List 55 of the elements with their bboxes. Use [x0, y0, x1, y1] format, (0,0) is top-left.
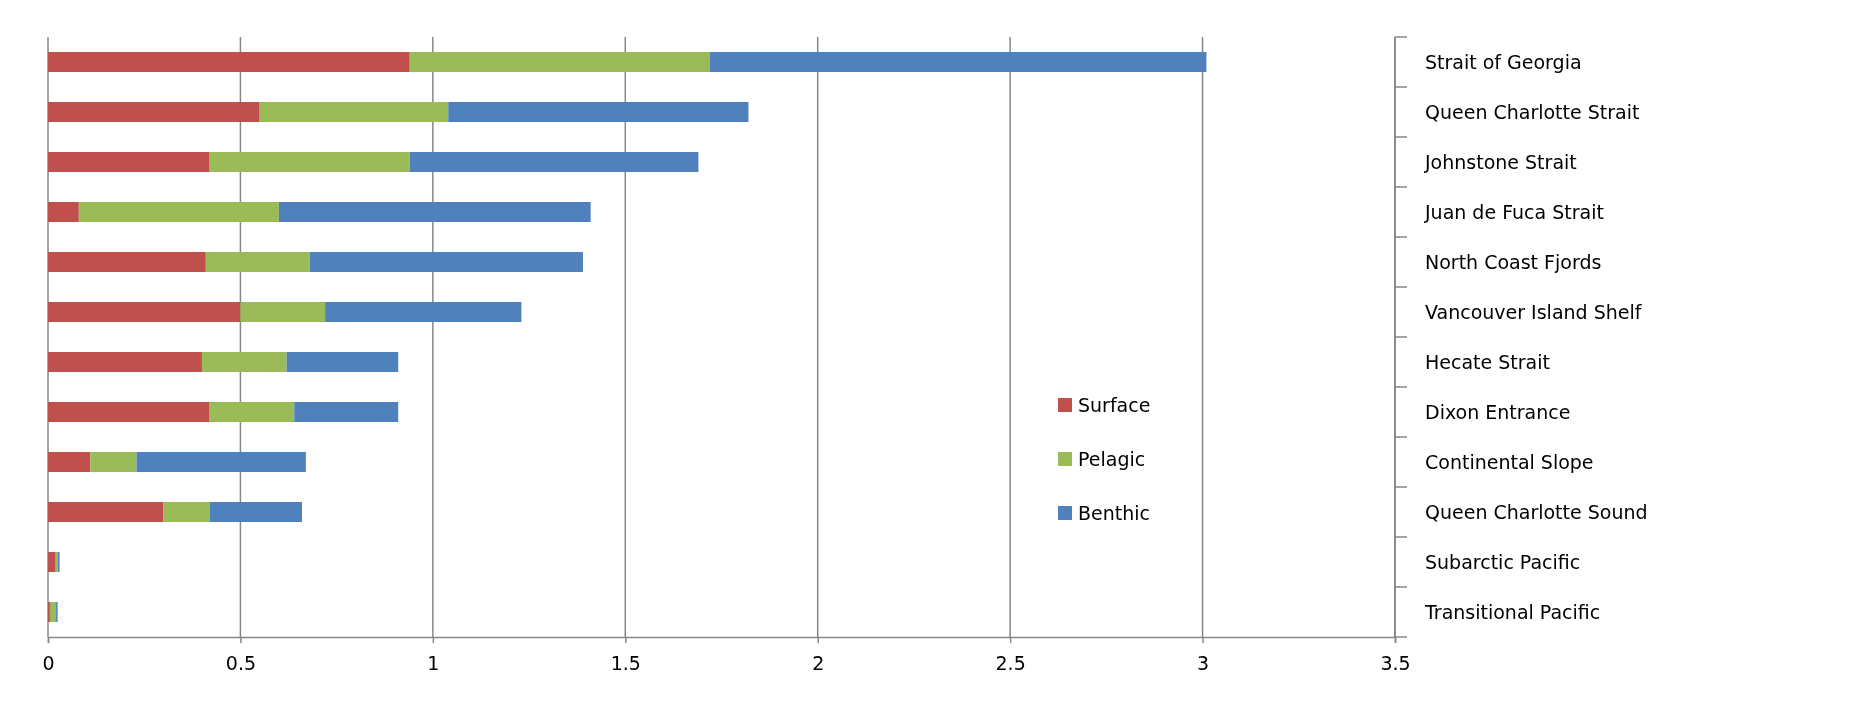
y-tick-label: Johnstone Strait: [1424, 150, 1577, 173]
bar: [278, 202, 591, 222]
y-tick-label: Transitional Pacific: [1424, 600, 1601, 623]
bar: [294, 402, 399, 422]
y-tick-label: Strait of Georgia: [1425, 50, 1582, 73]
legend-label: Surface: [1078, 393, 1151, 416]
legend-label: Pelagic: [1078, 447, 1146, 470]
bar: [48, 52, 410, 72]
bar: [48, 152, 210, 172]
y-tick-label: Queen Charlotte Sound: [1425, 500, 1648, 523]
bar: [259, 102, 449, 122]
bar: [48, 352, 202, 372]
y-tick-label: Subarctic Pacific: [1425, 550, 1581, 573]
bar: [48, 402, 210, 422]
bar: [48, 452, 91, 472]
bar: [325, 302, 522, 322]
bar: [48, 552, 56, 572]
bar: [201, 352, 287, 372]
x-tick-label: 2.5: [995, 652, 1026, 675]
bar: [209, 402, 295, 422]
bar: [48, 252, 206, 272]
bar: [209, 152, 410, 172]
bar: [90, 452, 137, 472]
y-tick-label: Vancouver Island Shelf: [1425, 300, 1643, 323]
x-tick-label: 2: [812, 652, 825, 675]
legend-label: Benthic: [1078, 501, 1150, 524]
bar: [240, 302, 326, 322]
x-tick-label: 1.5: [610, 652, 641, 675]
y-tick-label: Dixon Entrance: [1425, 400, 1571, 423]
bar: [48, 202, 79, 222]
bar: [286, 352, 399, 372]
bar: [205, 252, 310, 272]
x-tick-label: 3: [1197, 652, 1210, 675]
bar: [209, 502, 303, 522]
bar: [448, 102, 749, 122]
bar: [49, 602, 57, 622]
y-tick-label: Queen Charlotte Strait: [1425, 100, 1640, 123]
x-tick-label: 3.5: [1380, 652, 1411, 675]
bar: [48, 102, 260, 122]
bar: [163, 502, 210, 522]
bar: [309, 252, 583, 272]
bar: [48, 502, 164, 522]
x-tick-label: 0: [42, 652, 55, 675]
y-tick-label: Hecate Strait: [1425, 350, 1550, 373]
y-tick-label: Juan de Fuca Strait: [1424, 200, 1604, 223]
bar: [709, 52, 1207, 72]
bar: [409, 52, 710, 72]
x-tick-label: 0.5: [225, 652, 257, 675]
bar: [136, 452, 306, 472]
bar: [48, 302, 241, 322]
x-tick-label: 1: [427, 652, 440, 675]
y-tick-label: Continental Slope: [1425, 450, 1594, 473]
bar: [409, 152, 699, 172]
y-tick-label: North Coast Fjords: [1425, 250, 1602, 273]
bar: [78, 202, 279, 222]
